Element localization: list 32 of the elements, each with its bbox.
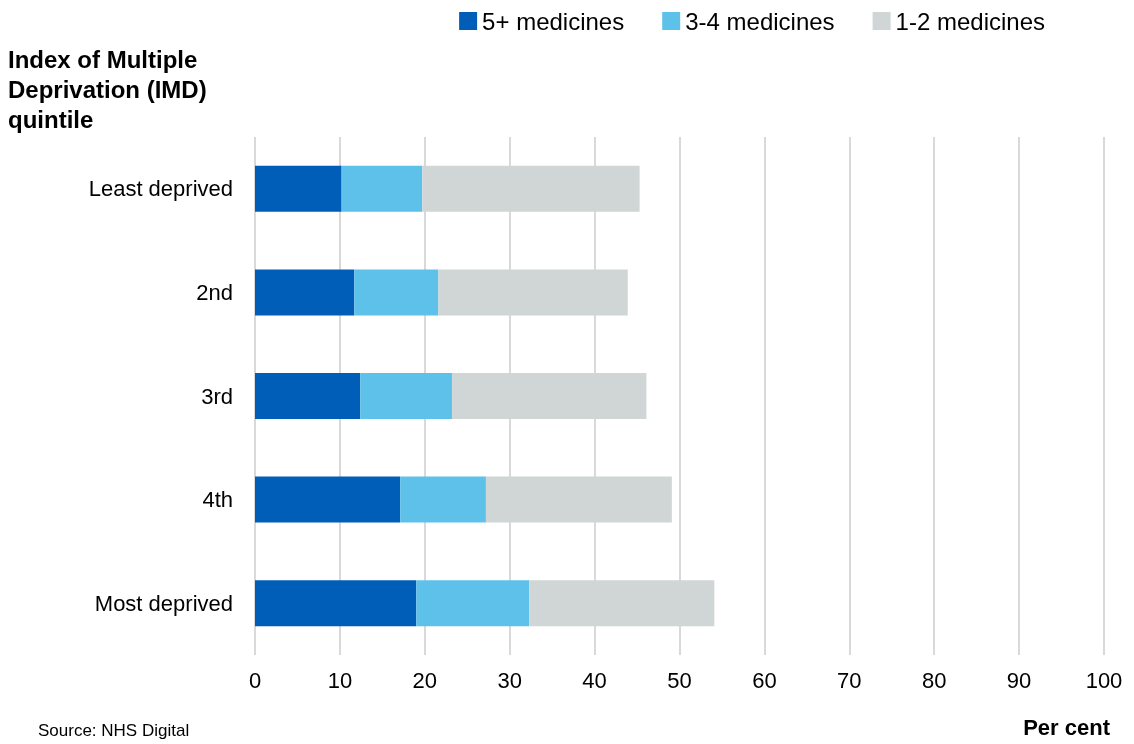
- x-tick-label: 40: [582, 667, 607, 693]
- x-tick-label: 90: [1006, 667, 1032, 693]
- x-tick-label: 100: [1085, 667, 1123, 693]
- bar: [416, 580, 530, 627]
- bar: [341, 165, 423, 212]
- y-tick-label: 3rd: [201, 383, 233, 409]
- bar: [360, 373, 452, 419]
- y-tick-label: 4th: [202, 487, 233, 513]
- x-tick-label: 60: [752, 667, 777, 693]
- x-tick-label: 10: [327, 667, 353, 693]
- y-tick-label: Least deprived: [88, 176, 233, 202]
- bar: [255, 373, 361, 419]
- bar: [255, 269, 355, 316]
- x-axis-title: Per cent: [1023, 714, 1111, 740]
- bar: [400, 476, 486, 523]
- y-tick-label: Most deprived: [94, 590, 233, 616]
- y-tick-label: 2nd: [196, 279, 233, 305]
- legend-label: 1-2 medicines: [895, 7, 1045, 35]
- x-tick-label: 50: [667, 667, 692, 693]
- bar: [354, 269, 439, 316]
- x-tick-label: 20: [412, 667, 438, 693]
- x-tick-label: 0: [248, 667, 262, 693]
- legend-label: 3-4 medicines: [685, 7, 835, 35]
- bar: [255, 580, 417, 627]
- x-tick-label: 80: [921, 667, 947, 693]
- bar: [255, 165, 342, 212]
- x-tick-label: 70: [837, 667, 862, 693]
- y-axis-title: Index of Multiple Deprivation (IMD) quintile: [8, 45, 207, 133]
- source-note: Source: NHS Digital: [38, 721, 190, 740]
- legend-label: 5+ medicines: [482, 7, 625, 35]
- bar: [255, 476, 401, 523]
- x-tick-label: 30: [497, 667, 522, 693]
